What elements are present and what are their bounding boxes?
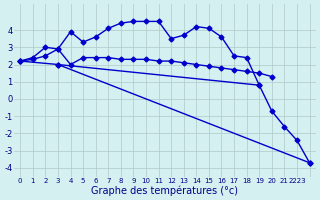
X-axis label: Graphe des températures (°c): Graphe des températures (°c) [92,185,238,196]
